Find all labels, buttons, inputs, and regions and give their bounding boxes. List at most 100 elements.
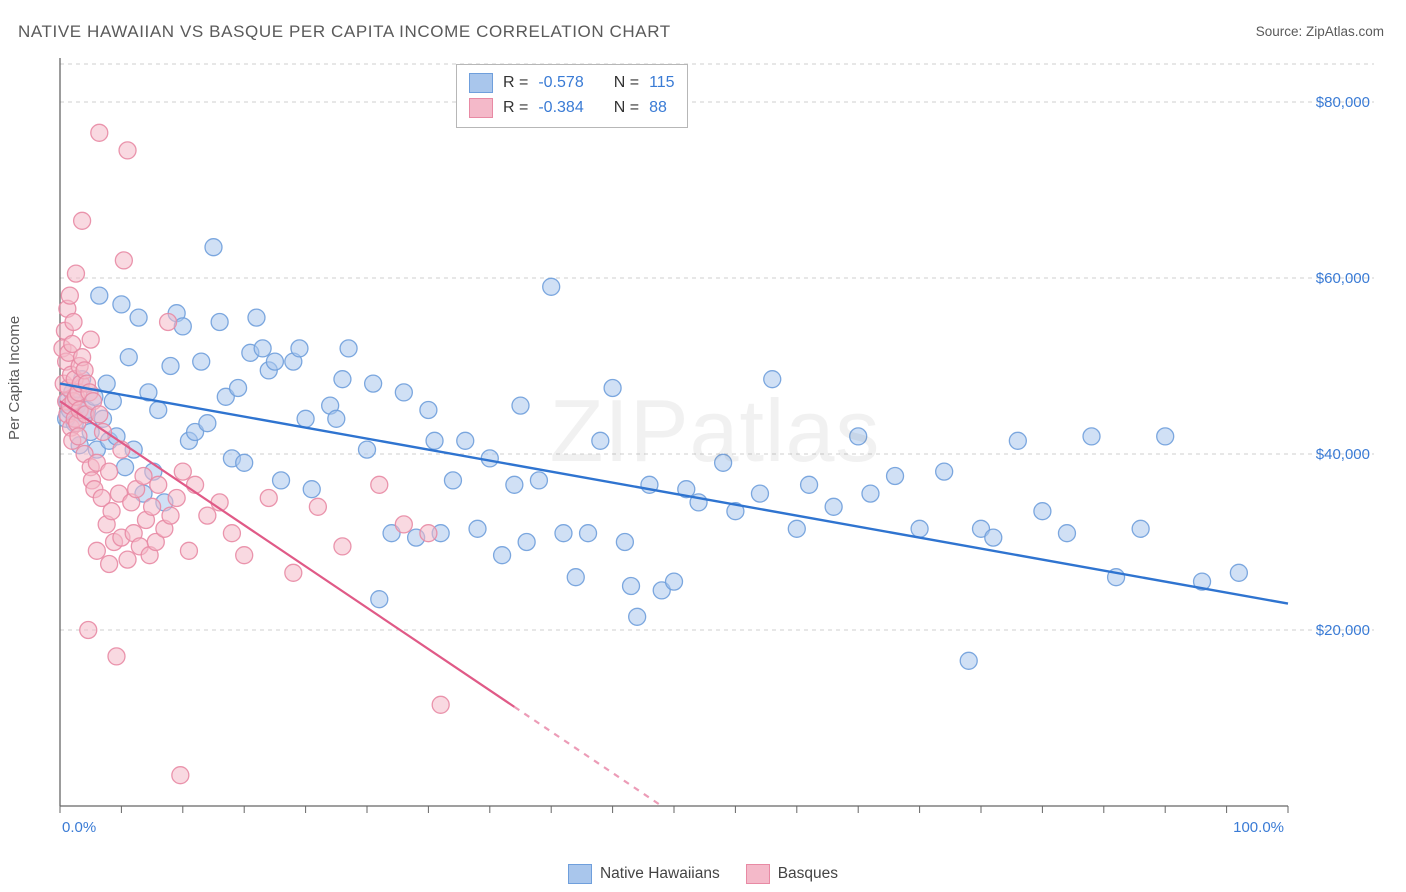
scatter-point [120, 349, 137, 366]
scatter-point [1083, 428, 1100, 445]
scatter-point [985, 529, 1002, 546]
scatter-point [82, 331, 99, 348]
scatter-point [162, 358, 179, 375]
scatter-point [236, 547, 253, 564]
scatter-point [592, 432, 609, 449]
scatter-point [616, 534, 633, 551]
scatter-point [494, 547, 511, 564]
scatter-point [444, 472, 461, 489]
scatter-point [91, 406, 108, 423]
chart-title: NATIVE HAWAIIAN VS BASQUE PER CAPITA INC… [18, 22, 671, 42]
legend-swatch [469, 98, 493, 118]
scatter-point [420, 525, 437, 542]
scatter-point [850, 428, 867, 445]
legend-swatch [746, 864, 770, 884]
r-label: R = [503, 71, 528, 96]
legend-item: Basques [746, 864, 838, 884]
scatter-point [887, 468, 904, 485]
scatter-point [334, 371, 351, 388]
scatter-point [119, 142, 136, 159]
scatter-point [115, 252, 132, 269]
source-link[interactable]: ZipAtlas.com [1306, 24, 1384, 39]
scatter-point [248, 309, 265, 326]
svg-text:$20,000: $20,000 [1316, 622, 1370, 639]
legend-item: Native Hawaiians [568, 864, 720, 884]
svg-text:$60,000: $60,000 [1316, 270, 1370, 287]
scatter-point [1009, 432, 1026, 449]
scatter-point [328, 410, 345, 427]
scatter-point [309, 498, 326, 515]
scatter-point [629, 608, 646, 625]
scatter-point [199, 415, 216, 432]
scatter-point [150, 402, 167, 419]
scatter-point [74, 212, 91, 229]
legend-label: Basques [778, 865, 838, 883]
scatter-point [426, 432, 443, 449]
scatter-point [297, 410, 314, 427]
scatter-point [150, 476, 167, 493]
scatter-point [623, 578, 640, 595]
scatter-point [512, 397, 529, 414]
scatter-point [420, 402, 437, 419]
scatter-point [174, 463, 191, 480]
scatter-point [371, 476, 388, 493]
r-label: R = [503, 96, 528, 121]
scatter-point [61, 287, 78, 304]
bottom-legend: Native Hawaiians Basques [0, 864, 1406, 884]
chart-svg: $20,000$40,000$60,000$80,0000.0%100.0% [50, 58, 1380, 836]
scatter-point [91, 124, 108, 141]
scatter-point [291, 340, 308, 357]
scatter-point [103, 503, 120, 520]
scatter-point [113, 296, 130, 313]
scatter-point [199, 507, 216, 524]
scatter-point [266, 353, 283, 370]
r-value: -0.578 [538, 71, 583, 96]
scatter-point [371, 591, 388, 608]
scatter-point [960, 652, 977, 669]
scatter-point [715, 454, 732, 471]
scatter-point [666, 573, 683, 590]
correlation-stats-box: R =-0.578N =115R =-0.384N =88 [456, 64, 688, 128]
scatter-point [1157, 428, 1174, 445]
legend-label: Native Hawaiians [600, 865, 720, 883]
scatter-point [193, 353, 210, 370]
scatter-point [260, 490, 277, 507]
scatter-point [862, 485, 879, 502]
source-attribution: Source: ZipAtlas.com [1256, 24, 1384, 39]
scatter-point [168, 490, 185, 507]
scatter-point [91, 287, 108, 304]
scatter-point [160, 314, 177, 331]
svg-text:$40,000: $40,000 [1316, 446, 1370, 463]
scatter-point [801, 476, 818, 493]
scatter-point [764, 371, 781, 388]
scatter-point [303, 481, 320, 498]
scatter-point [751, 485, 768, 502]
scatter-point [211, 314, 228, 331]
source-prefix: Source: [1256, 24, 1306, 39]
legend-swatch [469, 73, 493, 93]
scatter-point [172, 767, 189, 784]
scatter-point [359, 441, 376, 458]
scatter-point [162, 507, 179, 524]
scatter-point [70, 428, 87, 445]
scatter-point [254, 340, 271, 357]
scatter-point [285, 564, 302, 581]
scatter-point [469, 520, 486, 537]
scatter-point [543, 278, 560, 295]
trend-line-dashed [514, 707, 661, 806]
scatter-point [108, 648, 125, 665]
scatter-point [130, 309, 147, 326]
scatter-point [144, 498, 161, 515]
scatter-point [273, 472, 290, 489]
n-value: 88 [649, 96, 667, 121]
scatter-point [236, 454, 253, 471]
scatter-point [936, 463, 953, 480]
scatter-point [530, 472, 547, 489]
scatter-point [119, 551, 136, 568]
plot-area: $20,000$40,000$60,000$80,0000.0%100.0% Z… [50, 58, 1380, 836]
r-value: -0.384 [538, 96, 583, 121]
scatter-point [911, 520, 928, 537]
scatter-point [1230, 564, 1247, 581]
scatter-point [555, 525, 572, 542]
scatter-point [223, 525, 240, 542]
